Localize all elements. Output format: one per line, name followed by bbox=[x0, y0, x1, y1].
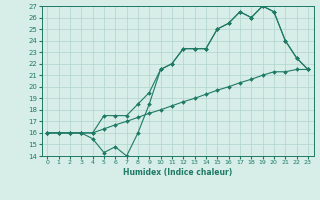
X-axis label: Humidex (Indice chaleur): Humidex (Indice chaleur) bbox=[123, 168, 232, 177]
